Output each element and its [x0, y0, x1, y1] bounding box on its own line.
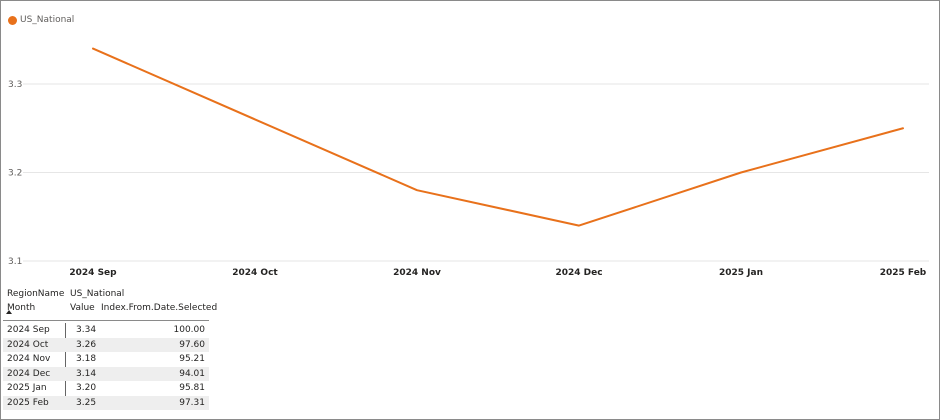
header-index[interactable]: Index.From.Date.Selected	[101, 303, 218, 313]
matrix-body: 2024 Sep 3.34 100.00 2024 Oct 3.26 97.60 2024 …	[3, 323, 209, 410]
legend-marker-icon	[8, 15, 17, 25]
chart-legend[interactable]: US_National	[8, 13, 74, 27]
header-value[interactable]: Value	[70, 303, 95, 313]
legend-label: US_National	[20, 15, 75, 25]
row-index: 94.01	[179, 368, 205, 379]
table-row[interactable]: 2024 Oct 3.26 97.60	[3, 337, 209, 352]
row-value: 3.26	[76, 339, 97, 350]
row-month: 2024 Nov	[7, 354, 51, 364]
series-line-us-national[interactable]	[92, 47, 904, 227]
y-tick-label: 3.2	[8, 169, 22, 179]
y-tick-label: 3.1	[8, 257, 22, 267]
row-value: 3.25	[76, 397, 97, 408]
y-tick-label: 3.3	[8, 80, 22, 90]
matrix-header-columns: Month Value Index.From.Date.Selected	[3, 301, 217, 315]
row-month: 2024 Oct	[7, 339, 49, 350]
data-matrix: RegionName US_National Month Value Index…	[3, 287, 217, 410]
table-row[interactable]: 2025 Jan 3.20 95.81	[3, 381, 209, 396]
header-region-value: US_National	[70, 289, 125, 299]
x-tick-label: 2024 Dec	[555, 268, 602, 278]
x-tick-label: 2024 Sep	[69, 268, 117, 278]
header-regionname: RegionName	[7, 289, 65, 299]
table-row[interactable]: 2024 Dec 3.14 94.01	[3, 366, 209, 381]
x-tick-label: 2025 Feb	[880, 268, 927, 278]
header-month[interactable]: Month	[7, 303, 36, 313]
row-month: 2025 Jan	[7, 383, 47, 393]
table-row[interactable]: 2025 Feb 3.25 97.31	[3, 395, 209, 410]
row-value: 3.20	[76, 383, 97, 393]
x-tick-label: 2024 Nov	[393, 268, 441, 278]
row-month: 2024 Dec	[7, 368, 51, 379]
table-row[interactable]: 2024 Nov 3.18 95.21	[3, 352, 209, 367]
row-month: 2025 Feb	[7, 397, 49, 408]
matrix-header-region: RegionName US_National	[3, 287, 209, 301]
x-tick-label: 2025 Jan	[719, 268, 763, 278]
row-value: 3.14	[76, 368, 97, 379]
line-chart[interactable]: 3.1 3.2 3.3 2024 Sep 2024 Oct 2024 Nov 2024 De…	[1, 1, 939, 286]
row-index: 97.31	[179, 397, 205, 408]
row-index: 95.21	[179, 354, 205, 364]
x-tick-label: 2024 Oct	[232, 268, 278, 278]
row-month: 2024 Sep	[7, 325, 50, 335]
row-index: 97.60	[179, 339, 205, 350]
sort-ascending-icon[interactable]	[6, 310, 12, 314]
row-value: 3.18	[76, 354, 97, 364]
table-row[interactable]: 2024 Sep 3.34 100.00	[3, 323, 209, 338]
row-index: 100.00	[173, 325, 206, 335]
row-index: 95.81	[179, 383, 205, 393]
row-value: 3.34	[76, 325, 97, 335]
header-divider	[3, 320, 209, 321]
